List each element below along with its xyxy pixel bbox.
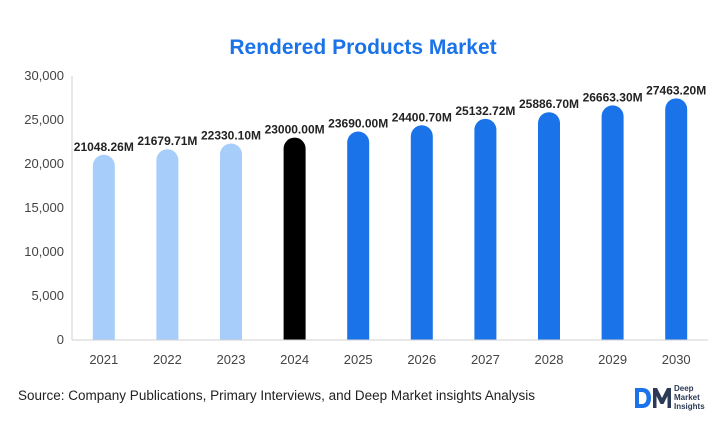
bar-2028 bbox=[538, 112, 560, 340]
y-tick-label: 15,000 bbox=[24, 200, 64, 215]
x-tick-label: 2026 bbox=[407, 352, 436, 367]
data-label-2029: 26663.30M bbox=[583, 90, 643, 104]
data-labels: 21048.26M 21679.71M 22330.10M 23000.00M 2369… bbox=[74, 83, 706, 153]
logo-line-1: Deep bbox=[674, 384, 694, 393]
data-label-2022: 21679.71M bbox=[137, 134, 197, 148]
logo-mark-icon bbox=[635, 388, 671, 408]
data-label-2030: 27463.20M bbox=[646, 83, 706, 97]
bar-2029 bbox=[601, 105, 624, 340]
source-label: Source bbox=[18, 388, 61, 403]
data-label-2028: 25886.70M bbox=[519, 97, 579, 111]
bar-2023 bbox=[220, 143, 242, 340]
x-axis: 2021 2022 2023 2024 2025 2026 2027 2028 2029 2030 bbox=[72, 339, 708, 367]
x-tick-label: 2027 bbox=[471, 352, 500, 367]
x-tick-label: 2030 bbox=[662, 352, 691, 367]
y-tick-label: 25,000 bbox=[24, 112, 64, 127]
data-label-2021: 21048.26M bbox=[74, 140, 134, 154]
bar-2025 bbox=[347, 131, 370, 340]
bar-2021 bbox=[92, 154, 115, 340]
data-label-2026: 24400.70M bbox=[392, 110, 452, 124]
y-tick-label: 20,000 bbox=[24, 156, 64, 171]
bar-2022 bbox=[156, 149, 179, 340]
bar-2026 bbox=[410, 125, 433, 340]
y-tick-label: 10,000 bbox=[24, 244, 64, 259]
bar-chart: 0 5,000 10,000 15,000 20,000 25,000 30,000 202… bbox=[24, 68, 708, 367]
x-tick-label: 2025 bbox=[344, 352, 373, 367]
bar-2030 bbox=[665, 98, 688, 340]
data-label-2027: 25132.72M bbox=[455, 104, 515, 118]
x-tick-label: 2021 bbox=[89, 352, 118, 367]
x-tick-label: 2023 bbox=[217, 352, 246, 367]
y-tick-label: 0 bbox=[57, 332, 64, 347]
x-tick-label: 2029 bbox=[598, 352, 627, 367]
y-axis: 0 5,000 10,000 15,000 20,000 25,000 30,000 bbox=[24, 68, 73, 347]
bars bbox=[92, 98, 688, 340]
x-tick-label: 2024 bbox=[280, 352, 309, 367]
logo-line-3: Insights bbox=[674, 402, 705, 411]
brand-logo: Deep Market Insights bbox=[634, 384, 714, 414]
logo-line-2: Market bbox=[674, 393, 700, 402]
y-tick-label: 5,000 bbox=[31, 288, 64, 303]
data-label-2024: 23000.00M bbox=[265, 123, 325, 137]
bar-2024 bbox=[283, 137, 306, 340]
data-label-2023: 22330.10M bbox=[201, 128, 261, 142]
x-tick-label: 2022 bbox=[153, 352, 182, 367]
source-text: : Company Publications, Primary Intervie… bbox=[60, 388, 535, 403]
data-label-2025: 23690.00M bbox=[328, 117, 388, 131]
bar-2027 bbox=[474, 118, 497, 340]
y-tick-label: 30,000 bbox=[24, 68, 64, 83]
x-tick-label: 2028 bbox=[535, 352, 564, 367]
source-note: Source: Company Publications, Primary In… bbox=[18, 388, 535, 403]
chart-title: Rendered Products Market bbox=[229, 36, 497, 59]
